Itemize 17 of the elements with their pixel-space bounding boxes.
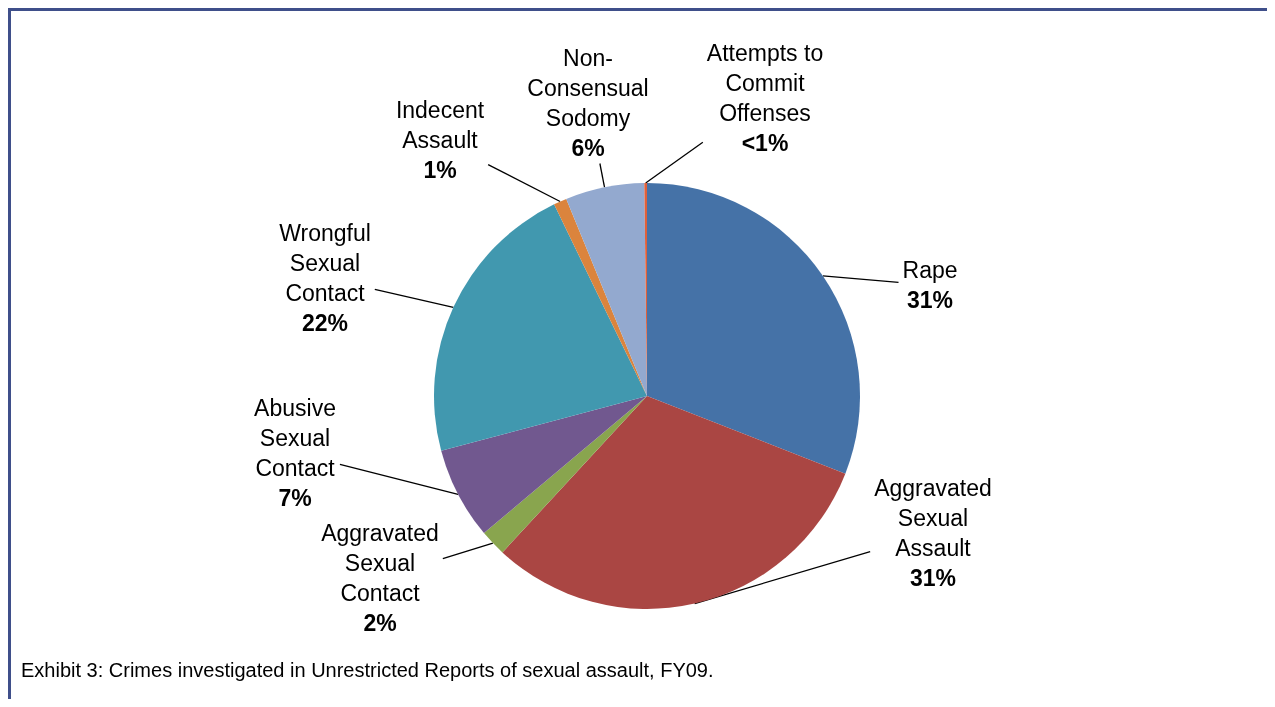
data-label: 31% — [906, 287, 954, 313]
slice-label: Aggravated Sexual Assault — [874, 475, 992, 561]
data-label: 6% — [571, 135, 605, 161]
slice-label: Indecent Assault — [395, 97, 485, 153]
slice-label: Abusive Sexual Contact — [254, 395, 336, 481]
data-label: 22% — [301, 310, 349, 336]
data-label: 31% — [909, 565, 957, 591]
data-label: 1% — [423, 157, 457, 183]
data-label: <1% — [741, 130, 789, 156]
text: Exhibit 3: Crimes investigated in Unrestricted Reports of sexual assault, FY09. — [21, 659, 714, 682]
slice-label: Rape — [902, 257, 958, 283]
slice-label: Aggravated Sexual Contact — [321, 520, 439, 606]
slice-label: Wrongful Sexual Contact — [279, 220, 371, 306]
slice-label: Non- Consensual Sodomy — [527, 45, 649, 131]
slice-label: Attempts to Commit Offenses — [706, 40, 824, 126]
data-label: 2% — [363, 610, 397, 636]
data-label: 7% — [278, 485, 312, 511]
